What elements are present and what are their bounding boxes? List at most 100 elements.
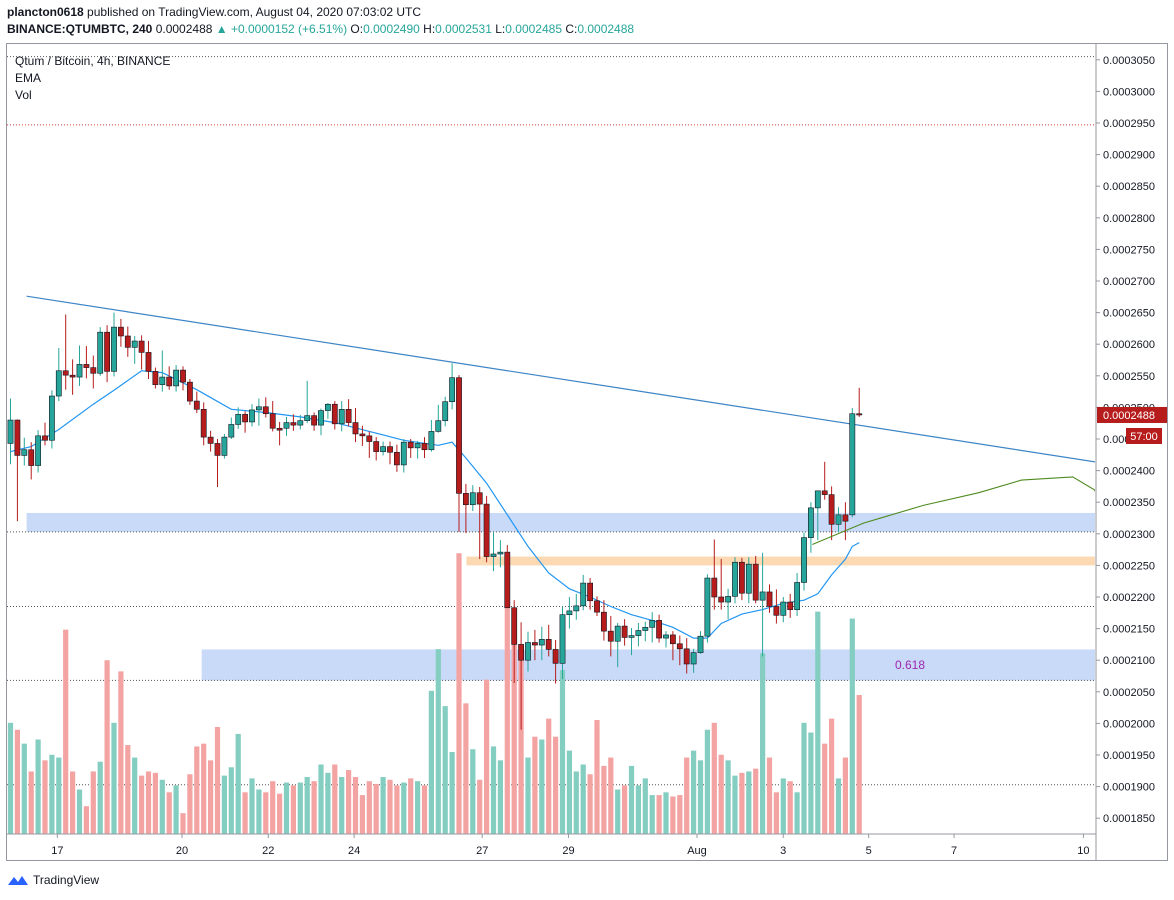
candle — [42, 422, 48, 446]
candle-body — [249, 409, 255, 423]
price-tick-label: 0.0002550 — [1103, 371, 1155, 383]
candle-body — [90, 367, 97, 374]
candle-body — [718, 596, 725, 603]
candle-body — [318, 410, 324, 426]
candle-body — [828, 494, 835, 525]
candle-body — [552, 649, 559, 664]
candle-body — [621, 625, 628, 638]
high-label: H: — [423, 22, 436, 36]
candle — [607, 615, 614, 657]
candle-body — [656, 620, 662, 639]
candle — [393, 444, 400, 472]
volume-bar — [677, 795, 683, 834]
volume-bar — [490, 746, 497, 834]
candle — [580, 574, 587, 611]
legend-vol[interactable]: Vol — [15, 88, 32, 102]
volume-bar — [587, 774, 593, 834]
volume-bar — [573, 771, 579, 834]
legend-title[interactable]: Qtum / Bitcoin, 4h, BINANCE — [15, 54, 171, 68]
volume-bar — [753, 768, 759, 834]
candle — [849, 408, 856, 518]
candle-body — [21, 449, 28, 456]
legend-ema[interactable]: EMA — [15, 71, 42, 85]
candle-body — [683, 648, 690, 665]
publish-line: plancton0618 published on TradingView.co… — [7, 5, 421, 19]
candle — [21, 437, 28, 466]
volume-bar — [277, 793, 283, 834]
candle-body — [566, 610, 573, 615]
price-tick-label: 0.0002650 — [1103, 308, 1155, 320]
candle — [545, 624, 552, 657]
volume-bar — [773, 792, 779, 834]
candle — [262, 397, 269, 418]
candle-body — [366, 435, 373, 442]
candle-body — [642, 627, 649, 631]
candle — [559, 606, 566, 680]
price-tick-label: 0.0002950 — [1103, 118, 1155, 130]
time-tick-label: 22 — [262, 845, 274, 857]
candle — [187, 378, 193, 405]
candle-body — [145, 352, 152, 372]
candle-body — [469, 492, 476, 506]
candle-body — [28, 449, 35, 466]
volume-bar — [663, 792, 669, 834]
candle — [324, 402, 331, 419]
volume-bar — [352, 777, 359, 834]
time-tick-label: 24 — [348, 845, 360, 857]
candle-body — [14, 419, 21, 456]
candle-body — [262, 406, 269, 415]
price-tick-label: 0.0002000 — [1103, 718, 1155, 730]
volume-bar — [228, 767, 234, 834]
projection-path — [812, 476, 1095, 546]
candle — [124, 326, 131, 357]
volume-bar — [118, 671, 124, 834]
volume-bar — [76, 789, 83, 834]
volume-bar — [760, 653, 766, 834]
volume-bar — [691, 750, 697, 834]
volume-bar — [21, 743, 27, 834]
candle — [525, 631, 531, 672]
candle — [235, 407, 242, 429]
volume-bar — [718, 754, 724, 834]
candle-body — [42, 435, 48, 441]
volume-bar — [656, 795, 662, 834]
volume-bar — [815, 611, 821, 834]
candle — [676, 635, 683, 666]
candle-body — [711, 577, 718, 598]
candle-body — [235, 414, 242, 425]
candle — [387, 441, 393, 465]
price-tick-label: 0.0003000 — [1103, 86, 1155, 98]
volume-bar — [484, 679, 490, 834]
tradingview-brand[interactable]: TradingView — [7, 873, 99, 887]
volume-bar — [546, 718, 552, 834]
candle — [759, 552, 766, 657]
candle-body — [462, 493, 469, 506]
volume-bar — [442, 706, 448, 834]
candle — [462, 483, 469, 534]
candle-body — [814, 490, 821, 509]
candle-body — [207, 436, 214, 444]
candle — [359, 425, 366, 446]
candle — [373, 437, 380, 461]
candle-body — [428, 431, 435, 451]
price-tick-label: 0.0002350 — [1103, 497, 1155, 509]
candle — [594, 596, 600, 616]
volume-bar — [283, 782, 290, 834]
candle — [173, 365, 179, 392]
candle — [228, 417, 235, 439]
candle-body — [76, 364, 83, 378]
volume-bar — [746, 771, 752, 834]
candle — [828, 486, 835, 541]
candle-body — [311, 415, 317, 426]
volume-bar — [173, 785, 179, 834]
candle — [814, 490, 821, 541]
volume-bar — [559, 669, 566, 834]
candle-body — [801, 537, 807, 583]
candle — [138, 335, 145, 370]
candle-body — [7, 419, 14, 444]
volume-bar — [187, 774, 193, 834]
author-name[interactable]: plancton0618 — [7, 5, 84, 19]
candle-body — [187, 381, 193, 402]
volume-bar — [249, 778, 255, 834]
